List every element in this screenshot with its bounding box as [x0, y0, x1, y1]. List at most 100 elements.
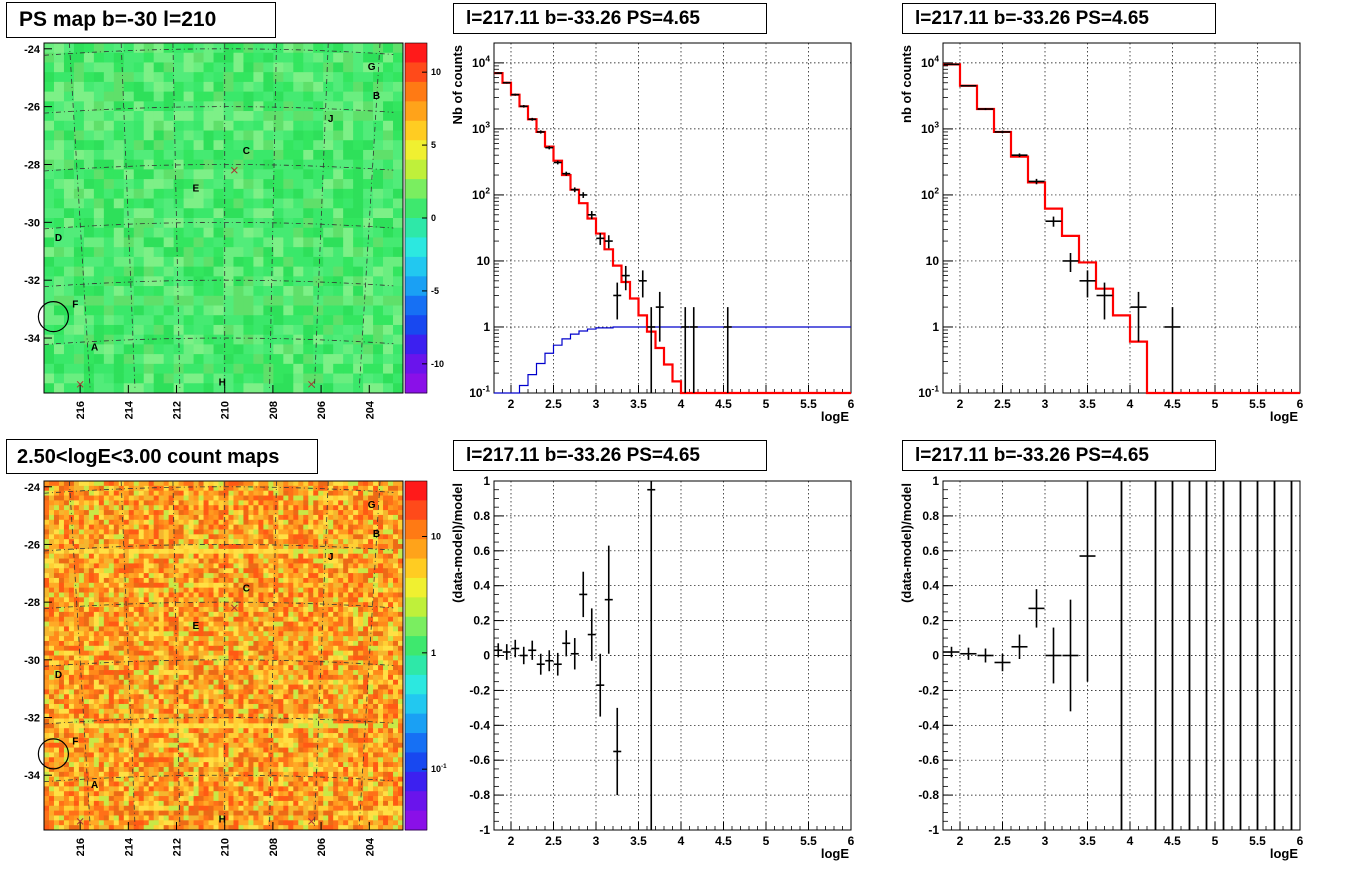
residual_left-data-point: [596, 653, 605, 717]
spectrum_right-data-point: [1062, 252, 1079, 273]
spectrum_right-ytick-label: 102: [921, 186, 939, 202]
residual_left-xtick-label: 5.5: [800, 834, 817, 848]
ps_map-lon-line: [313, 42, 329, 391]
spectrum_left-xtick-label: 2.5: [545, 397, 562, 411]
count_map-heatmap: 216 214 212 210 208 206 204 -24 -26 -28 -30 -32 -34 G…: [24, 480, 447, 856]
spectrum_left-ytick-label: 102: [472, 186, 490, 202]
spectrum_left-data-point: [596, 233, 605, 245]
spectrum_left-ytick-label: 103: [472, 120, 490, 136]
spectrum_right-plot: 2 2.5 3 3.5 4 4.5 5 5.5 6 10-1 1 10 102 103 104 logE nb …: [899, 42, 1304, 424]
ps_map-lat-line: [43, 279, 394, 288]
residual_left-data-point: [528, 640, 537, 660]
residual-left-title: l=217.11 b=-33.26 PS=4.65: [453, 440, 767, 471]
count_map-xtick-label: 212: [172, 838, 184, 856]
spectrum-left-title: l=217.11 b=-33.26 PS=4.65: [453, 3, 767, 34]
spectrum_left-data-point: [723, 307, 732, 393]
ps_map-colorbar: 10 5 0 -5 -10: [404, 42, 444, 394]
residual_left-ytick-label: -0.2: [469, 683, 490, 697]
spectrum_left-data-point: [587, 211, 596, 220]
count_map-cross-marker: [76, 817, 84, 825]
residual_left-ytick-label: 0.6: [473, 544, 490, 558]
residual_left-data-point: [579, 571, 588, 618]
residual_right-ylabel: (data-model)/model: [899, 483, 914, 603]
spectrum_left-data-point: [545, 146, 554, 150]
ps_map-frame: [43, 42, 404, 394]
ps_map-source-label: D: [55, 233, 62, 244]
spectrum_right-xtick-label: 5: [1212, 397, 1219, 411]
count_map-lon-line: [358, 480, 381, 828]
residual_left-ytick-label: 0: [483, 649, 490, 663]
residual_right-ytick-label: 0: [932, 649, 939, 663]
ps_map-cross-marker: [76, 380, 84, 388]
residual_left-data-point: [570, 638, 579, 670]
residual_right-data-point: [1079, 481, 1096, 682]
count_map-xtick-label: 208: [268, 838, 280, 856]
spectrum_right-xtick-label: 3: [1042, 397, 1049, 411]
spectrum_right-data-point: [960, 84, 977, 87]
spectrum_right-ytick-label: 104: [921, 53, 939, 69]
count_map-colorbar: 10 1 10-1: [404, 480, 447, 831]
ps_map-ytick-label: -30: [24, 217, 40, 229]
spectrum_right-data-point: [1011, 153, 1028, 158]
spectrum_right-xtick-label: 5.5: [1249, 397, 1266, 411]
residual_right-data-point: [994, 653, 1011, 672]
residual_right-ytick-label: 1: [932, 474, 939, 488]
residual_right-xtick-label: 4.5: [1164, 834, 1181, 848]
spectrum_left-xtick-label: 3: [593, 397, 600, 411]
ps_map-xtick-label: 208: [268, 401, 280, 419]
count_map-ytick-label: -24: [24, 482, 41, 494]
ps_map-lon-line: [120, 42, 136, 391]
spectrum_right-plot-area: [942, 42, 1301, 394]
ps_map-source-label: H: [219, 377, 226, 388]
residual_right-ytick-label: 0.8: [922, 509, 939, 523]
residual_left-xlabel: logE: [821, 846, 849, 861]
spectrum_right-xtick-label: 6: [1297, 397, 1304, 411]
spectrum_right-xtick-label: 4.5: [1164, 397, 1181, 411]
spectrum_left-ytick-label: 10: [477, 254, 491, 268]
ps_map-heatmap: 216 214 212 210 208 206 204 -24 -26 -28 -30 -32 -34 G…: [24, 42, 444, 419]
ps_map-xtick-label: 206: [316, 401, 328, 419]
count_map-source-label: B: [373, 529, 380, 540]
count_map-xtick-label: 216: [75, 838, 87, 856]
spectrum_left-data-point: [494, 72, 503, 74]
residual_right-ytick-label: -0.6: [918, 753, 939, 767]
spectrum_left-data-point: [638, 270, 647, 298]
count_map-lat-line: [43, 717, 394, 725]
spectrum_left-ytick-label: 10-1: [469, 384, 490, 400]
count_map-source-label: H: [219, 814, 226, 825]
residual_left-xtick-label: 4.5: [715, 834, 732, 848]
residual_right-plot: 2 2.5 3 3.5 4 4.5 5 5.5 6 -1 -0.8 -0.6 -0.4 -0.2 0 0.2 0…: [899, 474, 1304, 861]
ps_map-ytick-label: -34: [24, 333, 41, 345]
spectrum_right-data-point: [1096, 282, 1113, 320]
count_map-cross-marker: [308, 817, 315, 825]
residual_left-plot-area: [493, 480, 852, 831]
residual_right-ytick-label: 0.2: [922, 614, 939, 628]
ps_map-source-label: E: [192, 184, 199, 195]
spectrum_right-data-point: [943, 63, 960, 66]
count_map-ytick-label: -32: [24, 713, 40, 725]
count_map-lon-line: [120, 480, 136, 828]
spectrum_left-xlabel: logE: [821, 409, 849, 424]
residual_left-data-point: [553, 652, 562, 676]
spectrum_left-data-point: [519, 105, 528, 108]
residual_left-data-point: [647, 481, 656, 830]
spectrum_right-xtick-label: 3.5: [1079, 397, 1096, 411]
count_map-frame: [43, 480, 404, 831]
spectrum_left-xtick-label: 6: [848, 397, 855, 411]
ps_map-source-label: B: [373, 91, 380, 102]
residual_left-plot: 2 2.5 3 3.5 4 4.5 5 5.5 6 -1 -0.8 -0.6 -0.4 -0.2 0 0.2 0…: [450, 474, 855, 861]
residual_right-xtick-label: 6: [1297, 834, 1304, 848]
residual_right-data-point: [1062, 599, 1079, 712]
residual_left-data-point: [613, 707, 622, 796]
residual_left-data-point: [545, 650, 554, 672]
spectrum_right-data-point: [1130, 291, 1147, 342]
spectrum_right-xtick-label: 2: [957, 397, 964, 411]
spectrum_left-plot: 2 2.5 3 3.5 4 4.5 5 5.5 6 10-1 1 10 102 103 104 logE Nb …: [450, 42, 855, 424]
residual_left-ytick-label: -0.4: [469, 718, 490, 732]
count_map-source-label: C: [243, 584, 250, 595]
spectrum_left-acceptance-line: [494, 326, 851, 394]
count_map-xtick-label: 214: [123, 837, 135, 856]
ps_map-source-label: C: [243, 146, 250, 157]
count_map-lon-line: [172, 480, 181, 828]
